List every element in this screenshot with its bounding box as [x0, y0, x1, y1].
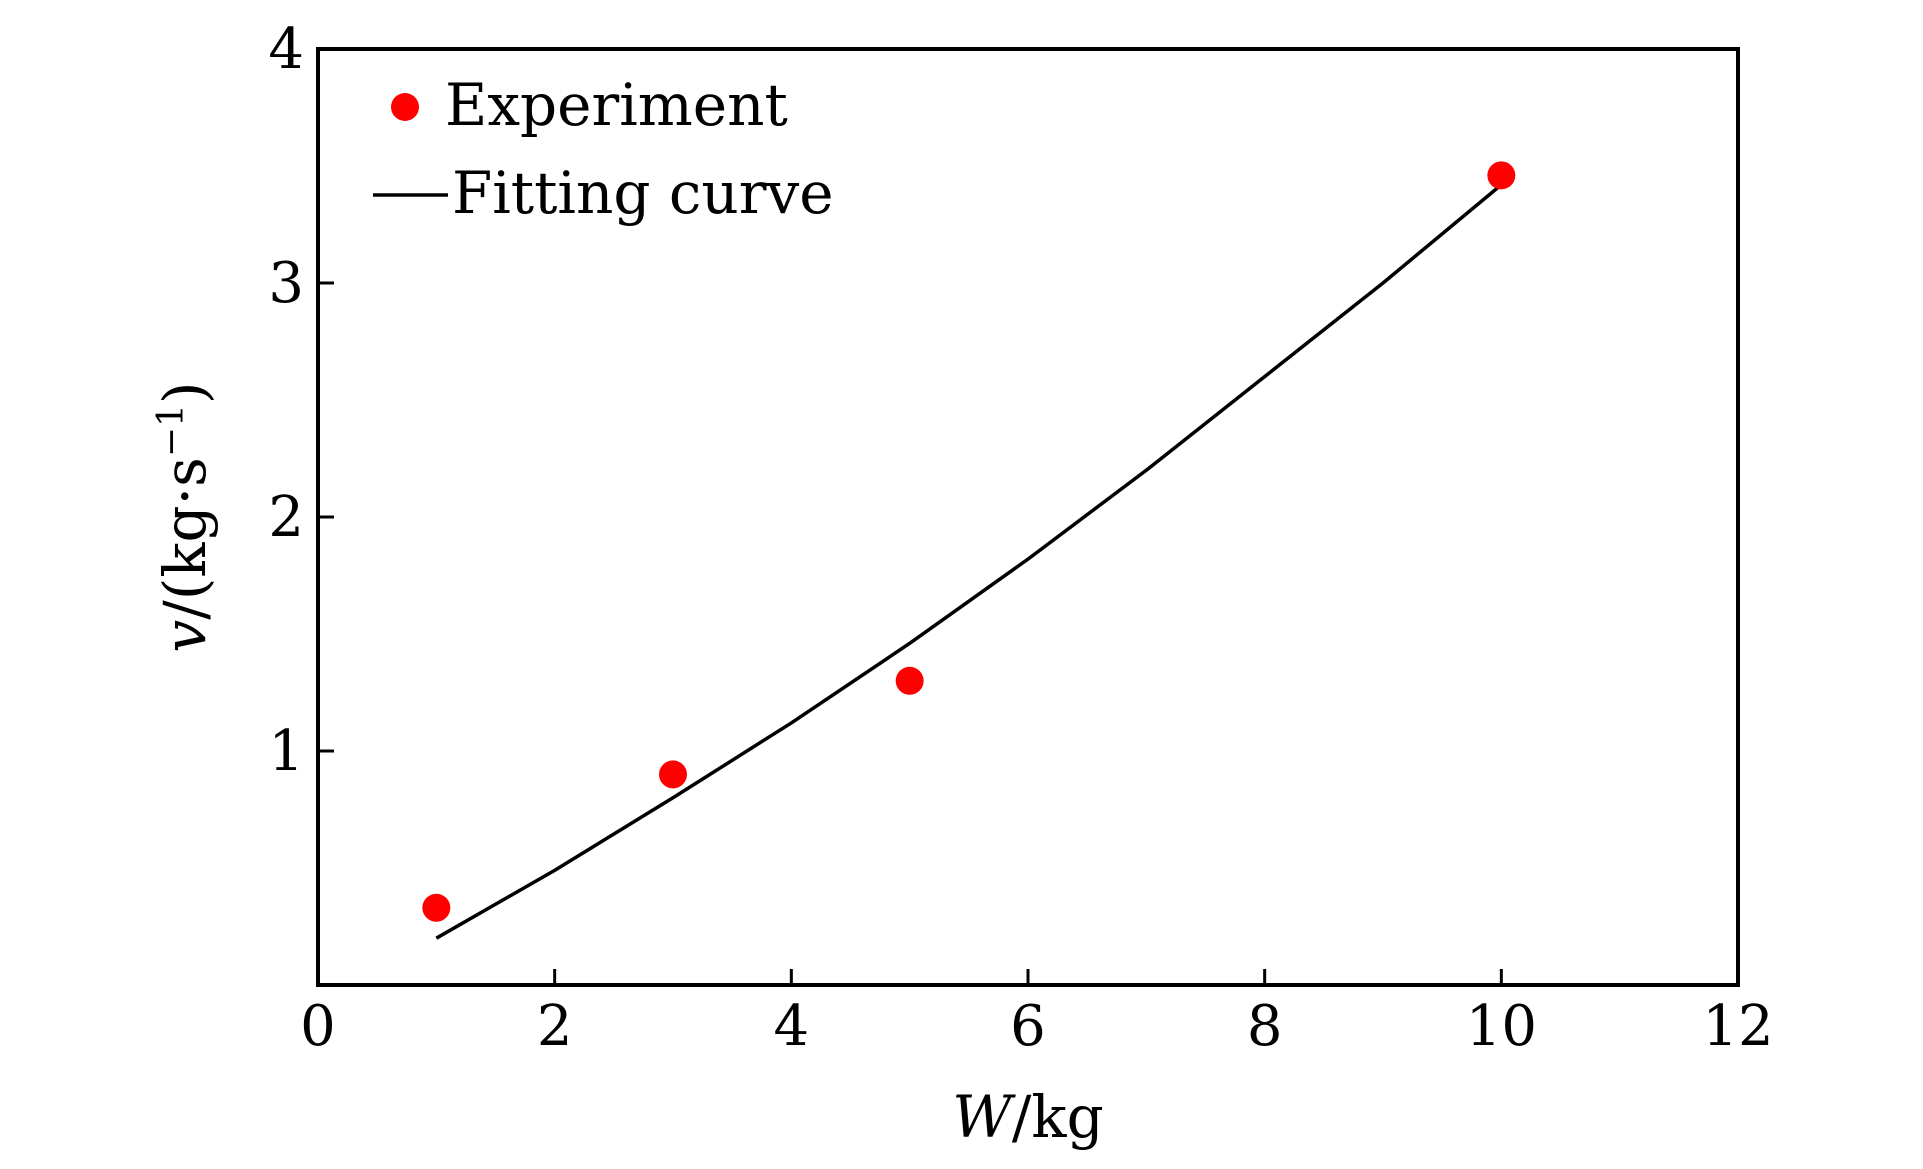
x-tick-label: 10 — [1466, 994, 1537, 1059]
y-axis-label-var: v — [151, 620, 219, 653]
y-axis-ticks: 1 2 3 4 — [268, 17, 334, 784]
plot-series — [422, 161, 1516, 940]
x-tick-label: 0 — [300, 994, 336, 1059]
x-tick-label: 12 — [1702, 994, 1773, 1059]
x-tick-label: 2 — [537, 994, 573, 1059]
legend-label-fitting-curve: Fitting curve — [452, 159, 834, 227]
experiment-point — [659, 760, 687, 789]
experiment-point — [1487, 161, 1516, 190]
legend-marker-experiment — [391, 93, 419, 121]
experiment-point — [895, 666, 924, 695]
experiment-point — [422, 893, 451, 922]
fitting-curve-line — [435, 183, 1503, 940]
y-tick-label: 4 — [268, 17, 304, 82]
y-tick-label: 2 — [268, 485, 304, 550]
x-axis-label-unit: /kg — [1012, 1083, 1104, 1151]
x-tick-label: 4 — [774, 994, 810, 1059]
y-axis-label: v/(kg·s−1) — [151, 381, 219, 652]
x-tick-label: 8 — [1247, 994, 1283, 1059]
y-tick-label: 1 — [268, 719, 304, 784]
y-axis-label-unit: /(kg·s — [151, 457, 219, 620]
x-tick-label: 6 — [1010, 994, 1046, 1059]
y-tick-label: 3 — [268, 251, 304, 316]
plot-frame — [316, 47, 1740, 987]
x-axis-ticks: 0 2 4 6 8 10 12 — [300, 969, 1774, 1059]
y-axis-label-exponent: −1 — [151, 404, 192, 457]
x-axis-label: W/kg — [952, 1083, 1103, 1151]
x-axis-label-var: W — [952, 1083, 1016, 1151]
legend: Experiment Fitting curve — [373, 71, 834, 227]
y-axis-label-close: ) — [151, 381, 219, 404]
legend-label-experiment: Experiment — [445, 71, 788, 139]
